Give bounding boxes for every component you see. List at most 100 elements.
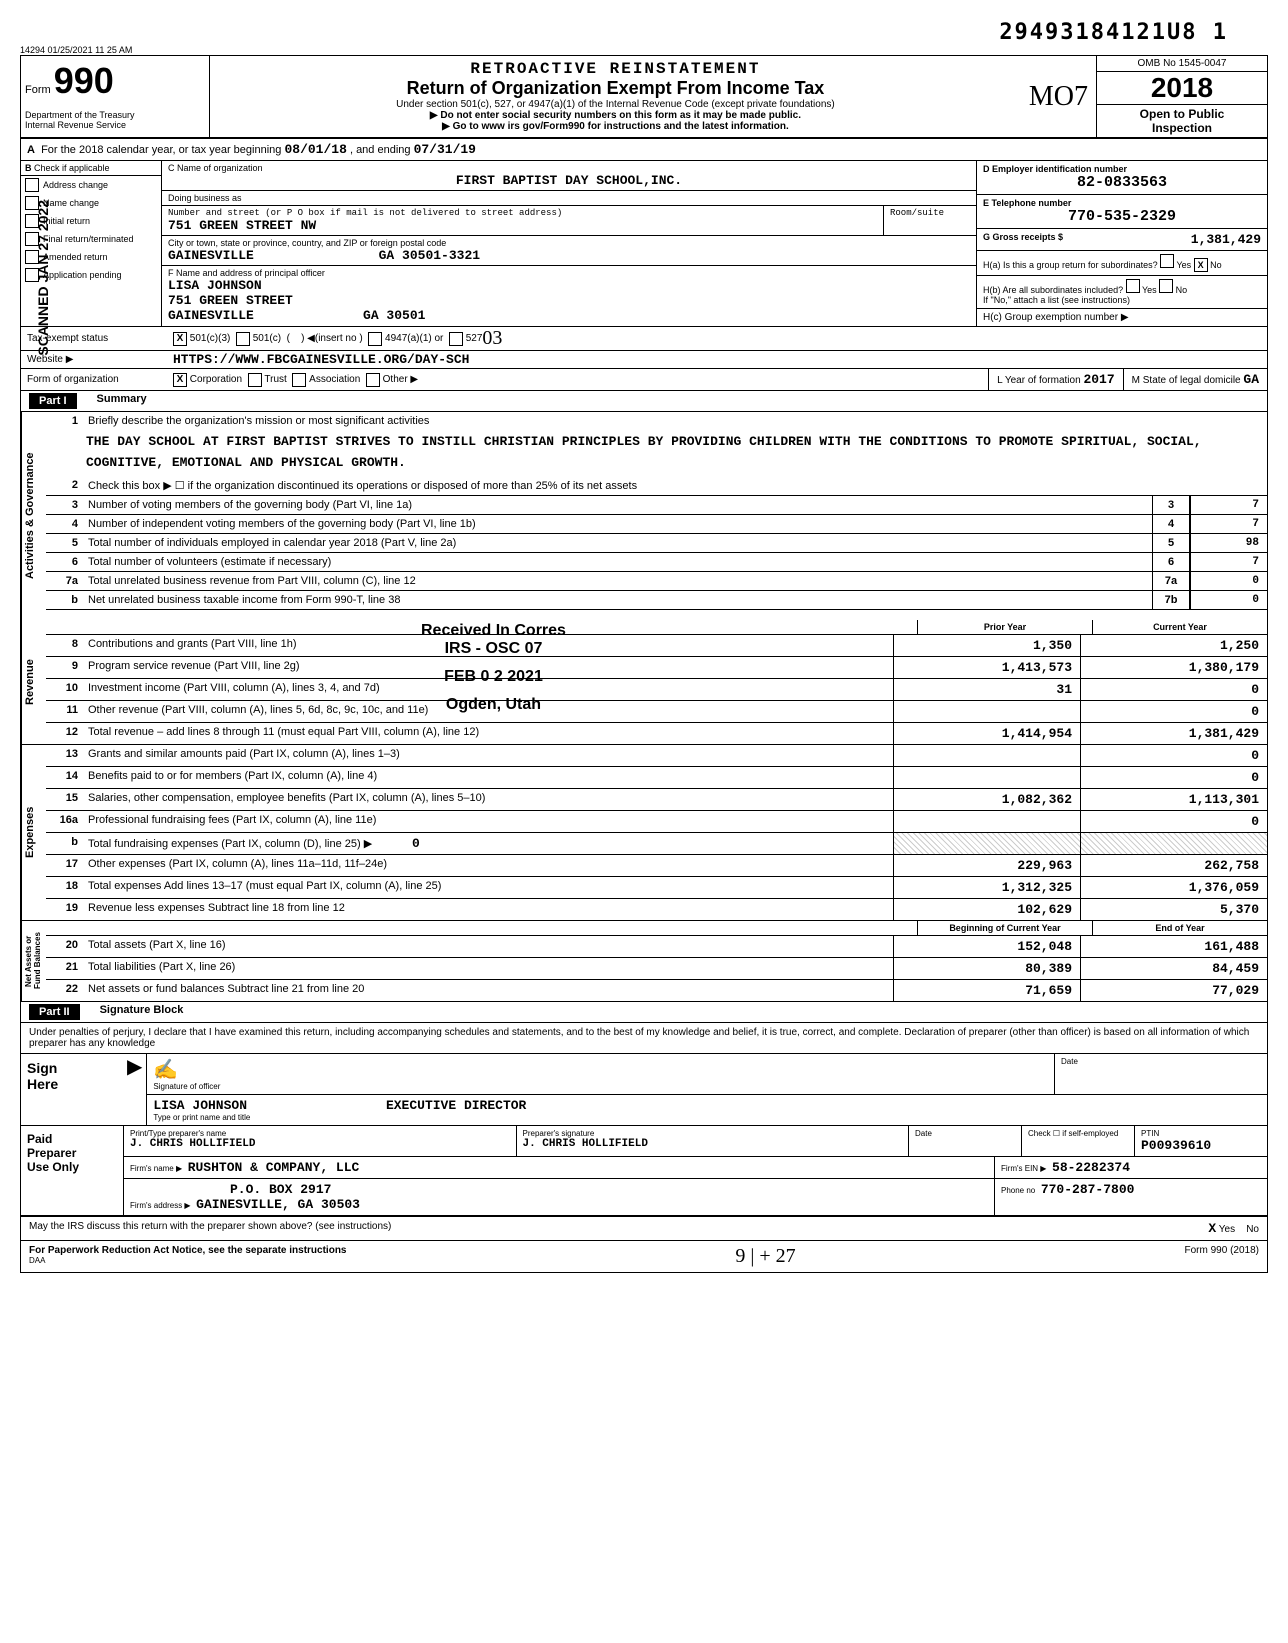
- line-11: Other revenue (Part VIII, column (A), li…: [84, 701, 893, 722]
- firm-phone: 770-287-7800: [1041, 1182, 1135, 1197]
- form-org-label: Form of organization: [21, 371, 173, 388]
- year-formation: 2017: [1083, 372, 1114, 387]
- vert-revenue: Revenue: [21, 620, 46, 744]
- val-6: 7: [1190, 553, 1267, 571]
- check-address-change[interactable]: [25, 178, 39, 192]
- val-5: 98: [1190, 534, 1267, 552]
- org-name: FIRST BAPTIST DAY SCHOOL,INC.: [168, 173, 970, 188]
- discuss-text: May the IRS discuss this return with the…: [29, 1221, 1208, 1236]
- line-2: Check this box ▶ ☐ if the organization d…: [84, 476, 1267, 495]
- prior-11: [893, 701, 1080, 722]
- grey-16b-2: [1080, 833, 1267, 854]
- omb-number: OMB No 1545-0047: [1097, 56, 1267, 72]
- officer-label: F Name and address of principal officer: [168, 268, 970, 278]
- firm-ein-label: Firm's EIN ▶: [1001, 1164, 1046, 1173]
- opt-501c3: 501(c)(3): [190, 333, 231, 344]
- check-hb-yes[interactable]: [1126, 279, 1140, 293]
- part-1-header: Part I Summary: [20, 391, 1268, 412]
- check-4947[interactable]: [368, 332, 382, 346]
- header-begin: Beginning of Current Year: [917, 921, 1092, 935]
- ha-label: H(a) Is this a group return for subordin…: [983, 260, 1158, 270]
- preparer-sig-label: Preparer's signature: [523, 1129, 903, 1138]
- check-ha-yes[interactable]: [1160, 254, 1174, 268]
- discuss-no: No: [1246, 1224, 1259, 1235]
- check-assoc[interactable]: [292, 373, 306, 387]
- line-22: Net assets or fund balances Subtract lin…: [84, 980, 893, 1001]
- line-20: Total assets (Part X, line 16): [84, 936, 893, 957]
- opt-501c: 501(c): [253, 333, 281, 344]
- paid-label: Paid Preparer Use Only: [21, 1126, 123, 1215]
- line-a-mid: , and ending: [350, 144, 411, 156]
- discuss-x: X: [1208, 1221, 1216, 1236]
- firm-addr-label: Firm's address ▶: [130, 1201, 191, 1210]
- form-title: Return of Organization Exempt From Incom…: [214, 78, 1017, 99]
- current-18: 1,376,059: [1080, 877, 1267, 898]
- signature-section: Under penalties of perjury, I declare th…: [20, 1023, 1268, 1241]
- part-1-title: Summary: [97, 393, 147, 409]
- firm-name-label: Firm's name ▶: [130, 1164, 182, 1173]
- line-6: Total number of volunteers (estimate if …: [84, 553, 1152, 571]
- check-501c3[interactable]: X: [173, 332, 187, 346]
- check-501c[interactable]: [236, 332, 250, 346]
- line-14: Benefits paid to or for members (Part IX…: [84, 767, 893, 788]
- firm-addr1: P.O. BOX 2917: [130, 1182, 988, 1197]
- label-name-change: Name change: [43, 198, 99, 208]
- val-16b: 0: [412, 836, 420, 851]
- prior-22: 71,659: [893, 980, 1080, 1001]
- line-15: Salaries, other compensation, employee b…: [84, 789, 893, 810]
- current-15: 1,113,301: [1080, 789, 1267, 810]
- hb-label: H(b) Are all subordinates included?: [983, 285, 1123, 295]
- ptin-label: PTIN: [1141, 1129, 1261, 1138]
- opt-trust: Trust: [264, 374, 286, 385]
- timestamp: 14294 01/25/2021 11 25 AM: [20, 45, 132, 55]
- note-goto: ▶ Go to www irs gov/Form990 for instruct…: [214, 121, 1017, 132]
- org-city: GAINESVILLE GA 30501-3321: [168, 248, 970, 263]
- gross-value: 1,381,429: [1191, 232, 1261, 247]
- sign-arrow-icon: ▶: [123, 1054, 146, 1125]
- part-2-label: Part II: [29, 1004, 80, 1020]
- prior-9: 1,413,573: [893, 657, 1080, 678]
- domicile-label: M State of legal domicile: [1132, 375, 1241, 386]
- footer-handwrite: 9 | + 27: [735, 1245, 795, 1268]
- check-other[interactable]: [366, 373, 380, 387]
- sig-title: EXECUTIVE DIRECTOR: [386, 1098, 526, 1113]
- check-527[interactable]: [449, 332, 463, 346]
- ptin-value: P00939610: [1141, 1138, 1261, 1153]
- mission-text: THE DAY SCHOOL AT FIRST BAPTIST STRIVES …: [46, 430, 1267, 476]
- check-trust[interactable]: [248, 373, 262, 387]
- line-7a: Total unrelated business revenue from Pa…: [84, 572, 1152, 590]
- line-3: Number of voting members of the governin…: [84, 496, 1152, 514]
- prior-12: 1,414,954: [893, 723, 1080, 744]
- opt-other: Other ▶: [383, 374, 418, 385]
- city-label: City or town, state or province, country…: [168, 238, 970, 248]
- line-12: Total revenue – add lines 8 through 11 (…: [84, 723, 893, 744]
- org-street: 751 GREEN STREET NW: [168, 218, 877, 233]
- tax-year-begin: 08/01/18: [284, 142, 346, 157]
- opt-insert: (insert no ): [315, 333, 363, 344]
- footer: For Paperwork Reduction Act Notice, see …: [20, 1241, 1268, 1273]
- column-d-info: D Employer identification number 82-0833…: [976, 161, 1267, 326]
- line-21: Total liabilities (Part X, line 26): [84, 958, 893, 979]
- dln-header: 29493184121U8 1: [20, 20, 1228, 45]
- line-13: Grants and similar amounts paid (Part IX…: [84, 745, 893, 766]
- opt-corp: Corporation: [190, 374, 242, 385]
- open-public: Open to Public Inspection: [1097, 105, 1267, 137]
- check-hb-no[interactable]: [1159, 279, 1173, 293]
- opt-527: 527: [466, 333, 483, 344]
- line-19: Revenue less expenses Subtract line 18 f…: [84, 899, 893, 920]
- line-16b: Total fundraising expenses (Part IX, col…: [88, 838, 372, 850]
- line-1-text: Briefly describe the organization's miss…: [84, 412, 1267, 430]
- prior-14: [893, 767, 1080, 788]
- check-ha-no[interactable]: X: [1194, 258, 1208, 272]
- penalty-text: Under penalties of perjury, I declare th…: [21, 1023, 1267, 1054]
- vert-net: Net Assets or Fund Balances: [21, 921, 46, 1001]
- form-number: 990: [54, 60, 114, 101]
- prior-16a: [893, 811, 1080, 832]
- prior-10: 31: [893, 679, 1080, 700]
- firm-name: RUSHTON & COMPANY, LLC: [188, 1160, 360, 1175]
- line-9: Program service revenue (Part VIII, line…: [84, 657, 893, 678]
- line-8: Contributions and grants (Part VIII, lin…: [84, 635, 893, 656]
- check-corp[interactable]: X: [173, 373, 187, 387]
- domicile-value: GA: [1243, 372, 1259, 387]
- preparer-name-label: Print/Type preparer's name: [130, 1129, 510, 1138]
